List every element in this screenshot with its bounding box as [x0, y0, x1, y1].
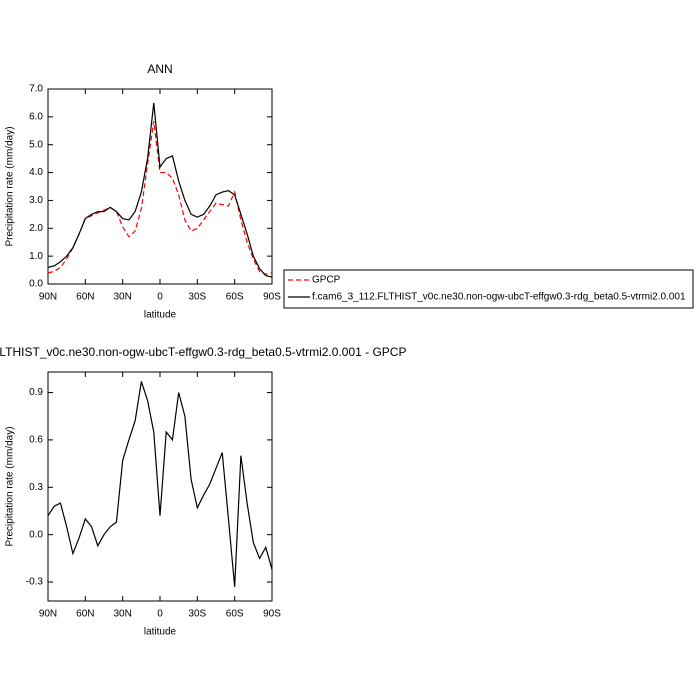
- x-axis-label: latitude: [144, 310, 177, 321]
- plot-frame: [47, 88, 273, 285]
- x-tick-label: 30N: [113, 292, 131, 303]
- x-tick-label: 60S: [226, 609, 244, 620]
- y-tick-label: 3.0: [29, 195, 43, 206]
- x-tick-label: 90N: [39, 292, 57, 303]
- y-tick-label: 4.0: [29, 167, 43, 178]
- data-line: [47, 381, 273, 587]
- x-tick-label: 90S: [263, 609, 281, 620]
- x-tick-label: 60S: [226, 292, 244, 303]
- chart-title: f.cam6_3_112.FLTHIST_v0c.ne30.non-ogw-ub…: [0, 345, 406, 359]
- x-tick-label: 30N: [113, 609, 131, 620]
- y-tick-label: 0.6: [29, 435, 43, 446]
- plot-frame: [47, 371, 273, 602]
- legend-box: [283, 269, 694, 309]
- y-tick-label: 2.0: [29, 223, 43, 234]
- y-tick-label: 5.0: [29, 139, 43, 150]
- y-tick-label: 0.3: [29, 482, 43, 493]
- x-tick-label: 30S: [188, 609, 206, 620]
- legend-label: GPCP: [312, 275, 341, 286]
- x-tick-label: 0: [157, 292, 163, 303]
- data-line: [47, 120, 273, 275]
- y-axis-label: Precipitation rate (mm/day): [5, 426, 16, 546]
- y-tick-label: -0.3: [26, 577, 44, 588]
- x-tick-label: 30S: [188, 292, 206, 303]
- x-tick-label: 60N: [76, 292, 94, 303]
- data-line: [47, 102, 273, 278]
- y-tick-label: 1.0: [29, 251, 43, 262]
- y-axis-label: Precipitation rate (mm/day): [5, 126, 16, 246]
- x-tick-label: 90N: [39, 609, 57, 620]
- y-tick-label: 0.9: [29, 387, 43, 398]
- y-tick-label: 0.0: [29, 529, 43, 540]
- x-tick-label: 0: [157, 609, 163, 620]
- legend-label: f.cam6_3_112.FLTHIST_v0c.ne30.non-ogw-ub…: [312, 292, 686, 303]
- y-tick-label: 0.0: [29, 279, 43, 290]
- x-tick-label: 90S: [263, 292, 281, 303]
- x-axis-label: latitude: [144, 627, 177, 638]
- y-tick-label: 7.0: [29, 84, 43, 95]
- chart-title: ANN: [147, 62, 172, 76]
- x-tick-label: 60N: [76, 609, 94, 620]
- y-tick-label: 6.0: [29, 111, 43, 122]
